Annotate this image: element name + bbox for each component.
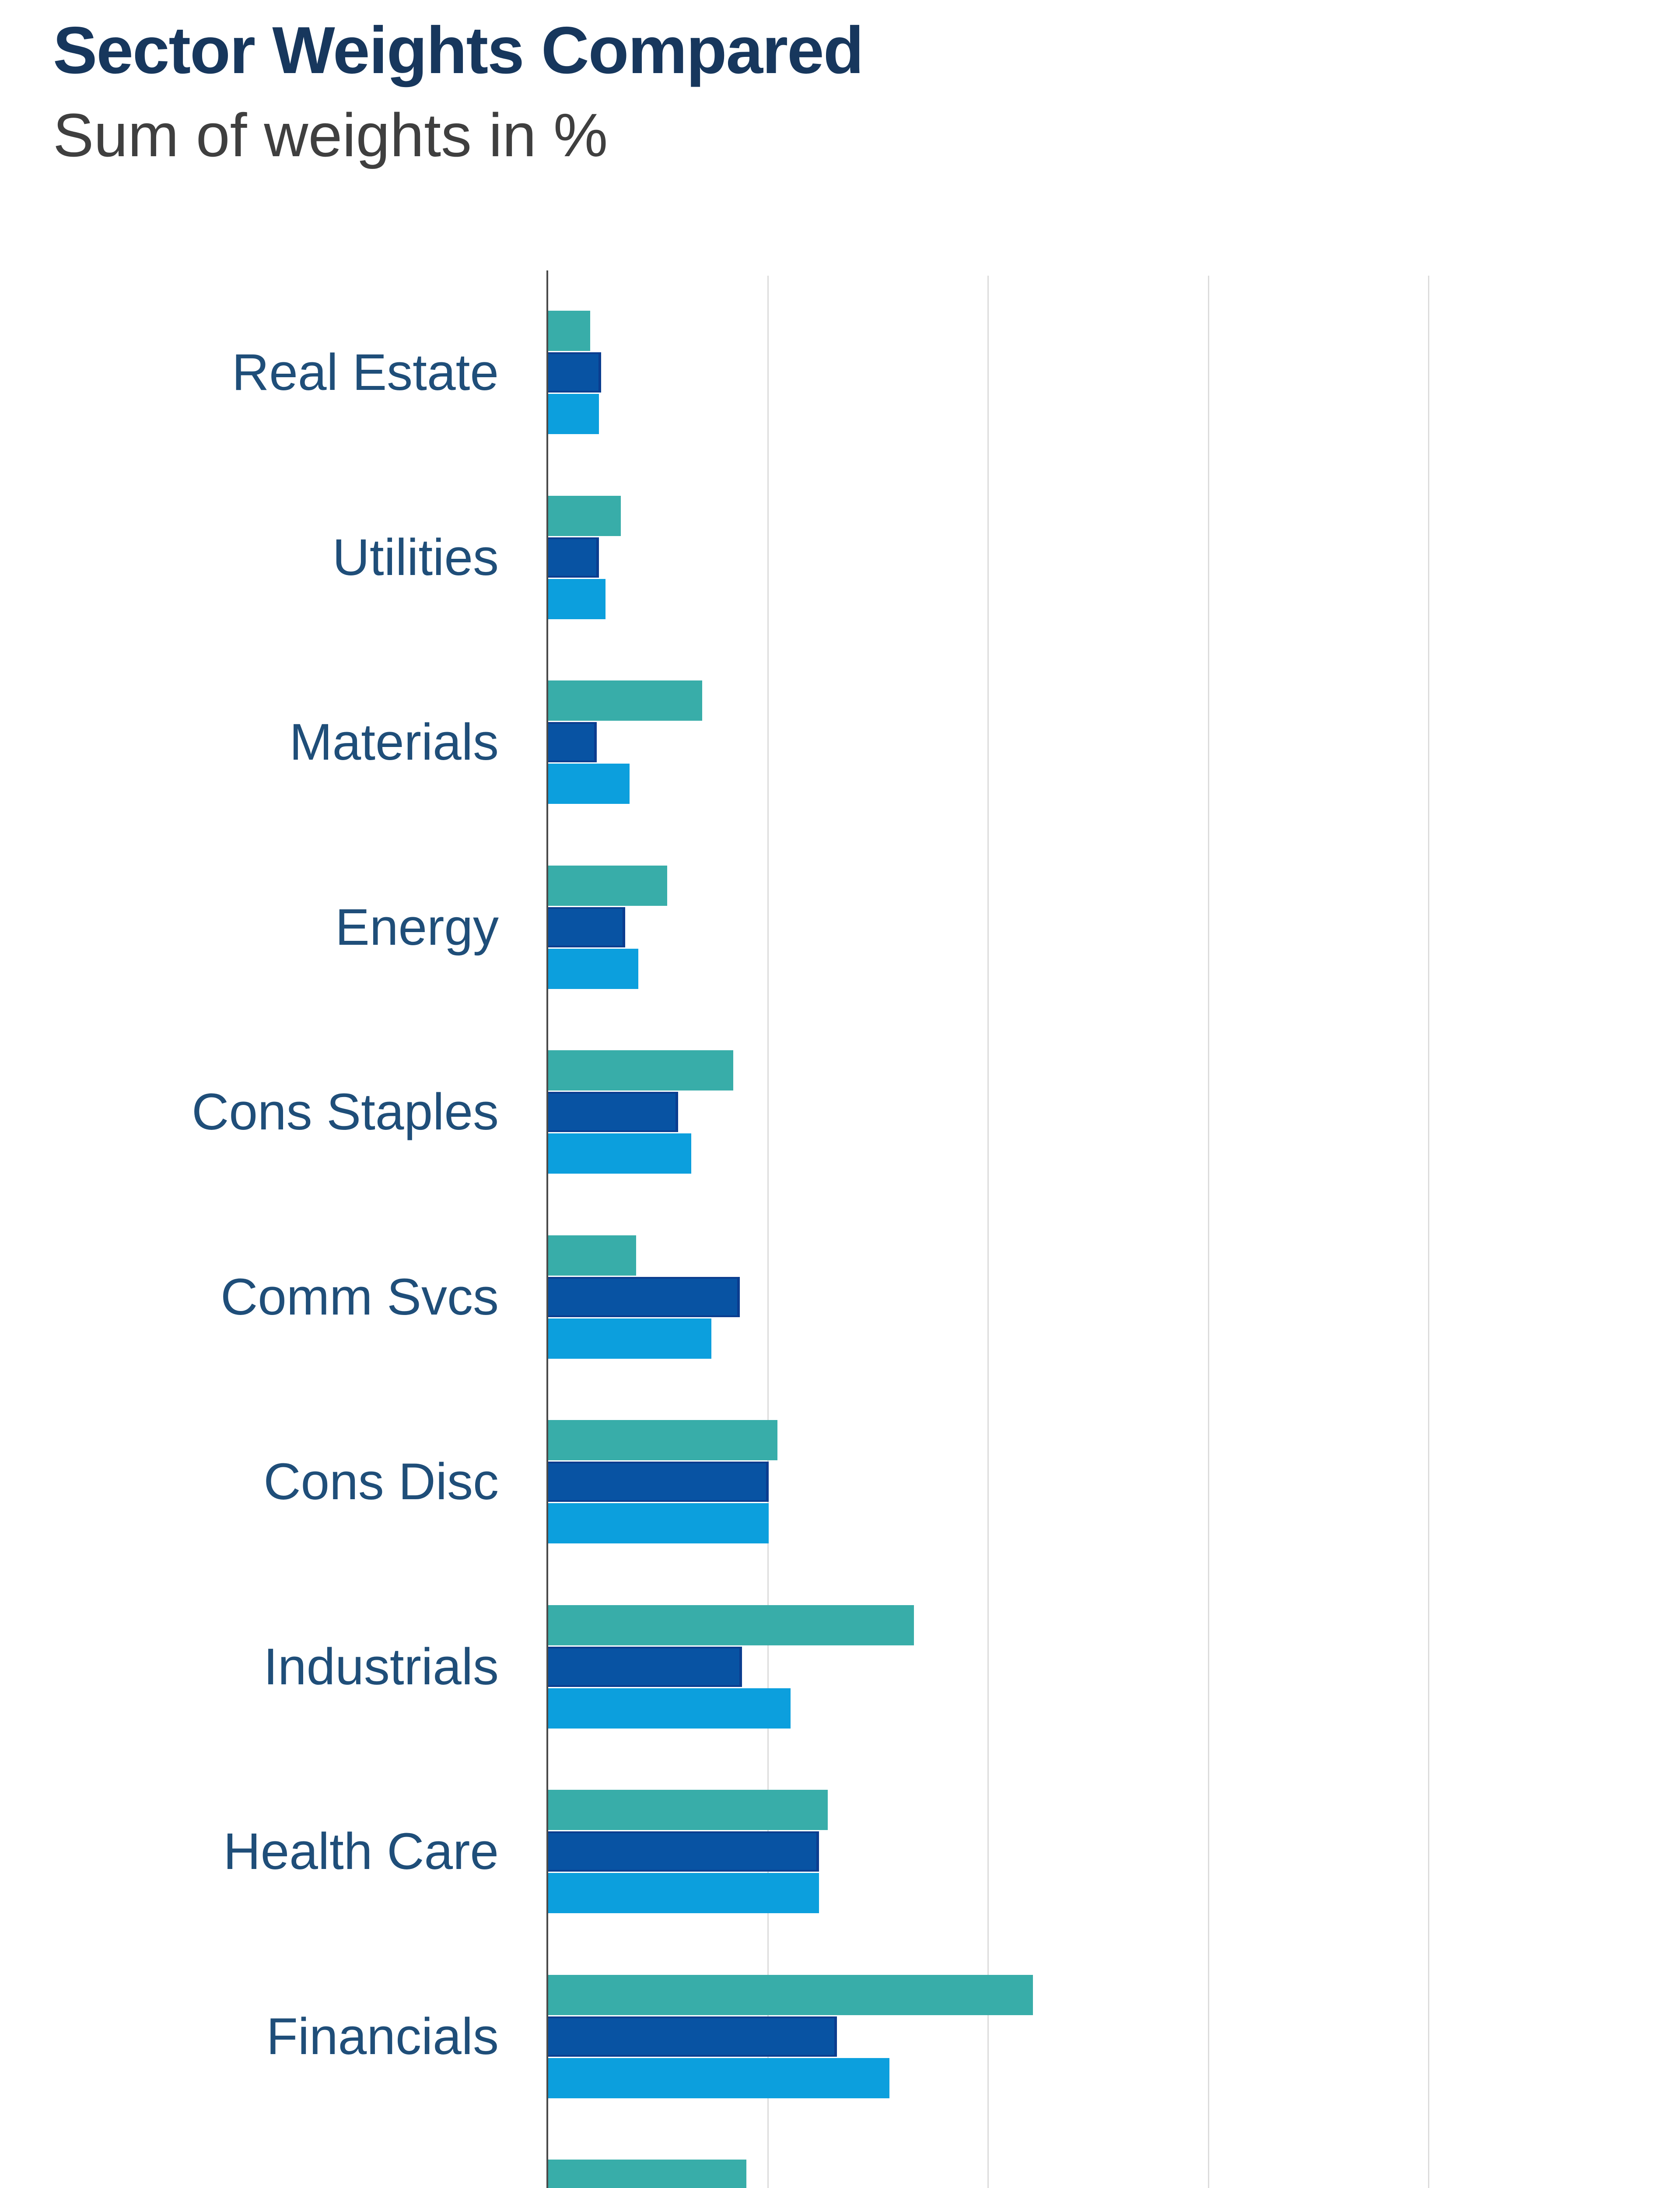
- bar-msci-world-ex-usa: [548, 1790, 828, 1830]
- category-label: Energy: [335, 898, 499, 956]
- bar-msci-usa: [548, 1646, 742, 1687]
- bar-msci-usa: [548, 907, 625, 947]
- gridline: [1208, 276, 1209, 2188]
- category-label: Comm Svcs: [220, 1268, 499, 1326]
- chart-title: Sector Weights Compared: [53, 13, 864, 88]
- bar-msci-world: [548, 394, 599, 435]
- gridline: [767, 276, 769, 2188]
- bar-msci-world-ex-usa: [548, 311, 590, 351]
- bar-msci-world: [548, 579, 606, 619]
- category-label: Health Care: [223, 1823, 499, 1881]
- bar-msci-world-ex-usa: [548, 1605, 914, 1645]
- bar-msci-world: [548, 1318, 711, 1359]
- bar-msci-usa: [548, 1831, 819, 1872]
- category-label: Materials: [289, 713, 499, 771]
- bar-msci-world: [548, 764, 630, 804]
- bar-msci-world-ex-usa: [548, 2160, 746, 2188]
- bar-msci-world: [548, 2058, 889, 2098]
- category-label: Real Estate: [232, 344, 499, 402]
- bar-msci-usa: [548, 722, 597, 763]
- bar-msci-world-ex-usa: [548, 1235, 636, 1276]
- bar-msci-world-ex-usa: [548, 680, 702, 721]
- chart-subtitle: Sum of weights in %: [53, 101, 608, 169]
- bar-msci-usa: [548, 1092, 678, 1133]
- bar-msci-world: [548, 1133, 691, 1174]
- category-axis-line: [546, 270, 548, 2188]
- bar-msci-usa: [548, 1462, 769, 1502]
- bar-msci-world: [548, 1873, 819, 1914]
- bar-msci-usa: [548, 1276, 740, 1317]
- bar-msci-usa: [548, 352, 601, 393]
- bar-msci-world-ex-usa: [548, 865, 667, 906]
- bar-msci-world-ex-usa: [548, 1420, 777, 1461]
- category-label: Industrials: [263, 1637, 499, 1696]
- bar-msci-usa: [548, 537, 599, 578]
- bar-msci-world-ex-usa: [548, 1050, 733, 1091]
- category-label: Cons Disc: [263, 1453, 499, 1511]
- bar-msci-world: [548, 1503, 769, 1544]
- bar-msci-usa: [548, 2016, 837, 2057]
- gridline: [1428, 276, 1429, 2188]
- category-label: Utilities: [332, 528, 499, 586]
- bar-msci-world-ex-usa: [548, 1974, 1033, 2015]
- gridline: [987, 276, 989, 2188]
- bar-msci-world: [548, 1688, 791, 1729]
- category-label: Cons Staples: [192, 1083, 499, 1141]
- bar-msci-world-ex-usa: [548, 495, 621, 536]
- bar-msci-world: [548, 948, 638, 989]
- category-label: Financials: [266, 2007, 499, 2065]
